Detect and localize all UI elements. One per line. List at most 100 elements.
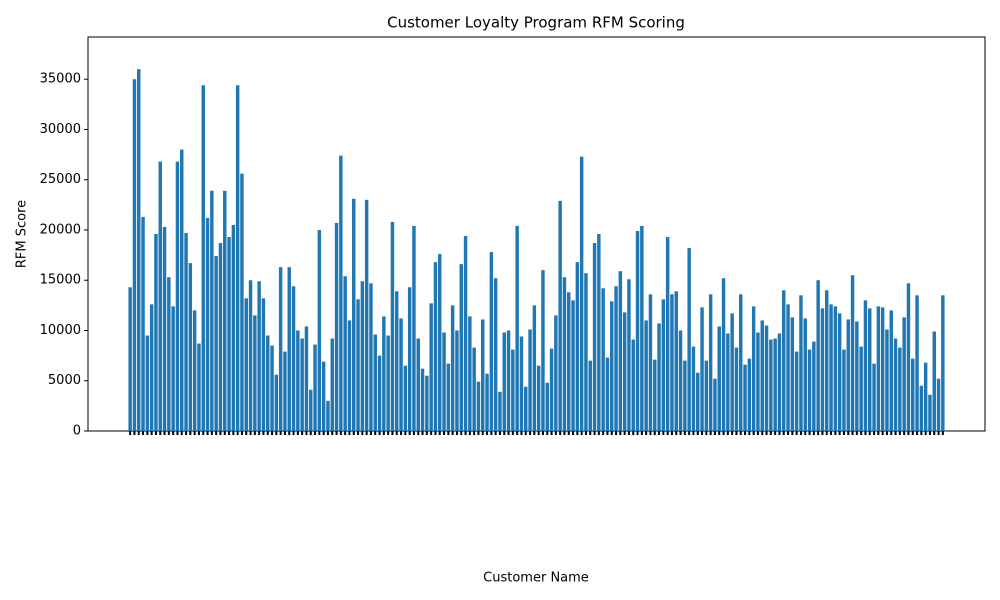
- bar: [141, 216, 145, 431]
- bar: [149, 304, 154, 431]
- bar: [377, 355, 382, 431]
- bar: [859, 346, 863, 431]
- bar: [450, 305, 455, 431]
- bar: [747, 358, 752, 431]
- bar: [932, 331, 936, 431]
- bar: [760, 320, 764, 431]
- bar: [691, 346, 696, 431]
- bar: [184, 232, 188, 431]
- bar: [567, 292, 571, 431]
- bar: [506, 330, 511, 431]
- bar: [696, 372, 700, 431]
- bar: [253, 315, 257, 431]
- x-axis-label: Customer Name: [483, 571, 589, 586]
- bar: [687, 248, 691, 431]
- bar: [210, 190, 214, 431]
- bar: [661, 299, 666, 431]
- bar: [726, 333, 730, 431]
- y-tick-label: 20000: [40, 222, 81, 237]
- bar: [855, 321, 859, 431]
- bar: [554, 315, 558, 431]
- bar: [782, 290, 786, 431]
- bar: [700, 307, 704, 431]
- bar: [739, 294, 743, 431]
- bar: [816, 280, 820, 431]
- bar: [205, 217, 210, 431]
- bar: [347, 320, 352, 431]
- bar: [201, 85, 205, 431]
- bar: [846, 319, 850, 431]
- bar: [334, 222, 339, 431]
- bar: [390, 221, 395, 431]
- y-axis-label: RFM Score: [15, 200, 30, 268]
- bar: [764, 325, 769, 431]
- bar: [369, 283, 373, 431]
- bar: [575, 262, 580, 431]
- bar: [407, 287, 412, 431]
- bar: [291, 286, 296, 431]
- bar: [614, 286, 618, 431]
- bar: [137, 69, 141, 431]
- bar: [721, 278, 726, 431]
- bar: [717, 326, 721, 431]
- bar: [313, 344, 317, 431]
- bar: [743, 364, 747, 431]
- bar: [923, 362, 928, 431]
- bar: [489, 252, 494, 431]
- bar: [455, 330, 459, 431]
- bar: [915, 295, 919, 431]
- bar: [536, 365, 541, 431]
- bar: [665, 237, 670, 431]
- bar: [515, 225, 519, 431]
- bar: [532, 305, 537, 431]
- bar: [192, 310, 197, 431]
- bar: [756, 332, 760, 431]
- bar: [863, 300, 868, 431]
- bar: [481, 319, 485, 431]
- bar: [356, 299, 360, 431]
- bar: [631, 339, 635, 431]
- bar: [227, 237, 231, 431]
- bar: [777, 333, 782, 431]
- bar: [519, 336, 524, 431]
- bar: [493, 278, 498, 431]
- bar: [321, 361, 326, 431]
- bar: [330, 338, 334, 431]
- bar: [713, 378, 717, 431]
- bar: [171, 306, 175, 431]
- bar: [605, 357, 610, 431]
- y-tick-label: 10000: [40, 323, 81, 338]
- bar: [842, 349, 846, 431]
- y-tick-label: 30000: [40, 122, 81, 137]
- bar: [403, 365, 408, 431]
- bar: [653, 359, 657, 431]
- bar: [919, 385, 924, 431]
- bar: [128, 287, 132, 431]
- bar: [386, 335, 390, 431]
- bar: [601, 288, 605, 431]
- bar: [399, 318, 403, 431]
- bar: [829, 304, 833, 431]
- bar: [657, 323, 661, 431]
- bar: [218, 243, 223, 431]
- bar: [498, 391, 502, 431]
- bar: [812, 341, 816, 431]
- bar: [162, 226, 167, 431]
- bar: [833, 306, 838, 431]
- bar: [928, 394, 932, 431]
- bar: [893, 338, 898, 431]
- bar: [433, 262, 438, 431]
- bar: [524, 386, 528, 431]
- bar: [446, 363, 451, 431]
- bar: [442, 332, 446, 431]
- bar: [868, 308, 872, 431]
- bar: [627, 279, 631, 431]
- bar: [906, 283, 911, 431]
- bar: [309, 389, 313, 431]
- bar: [459, 264, 463, 431]
- bar: [885, 329, 889, 431]
- bar: [850, 275, 855, 431]
- bar: [584, 273, 588, 431]
- bar: [799, 295, 803, 431]
